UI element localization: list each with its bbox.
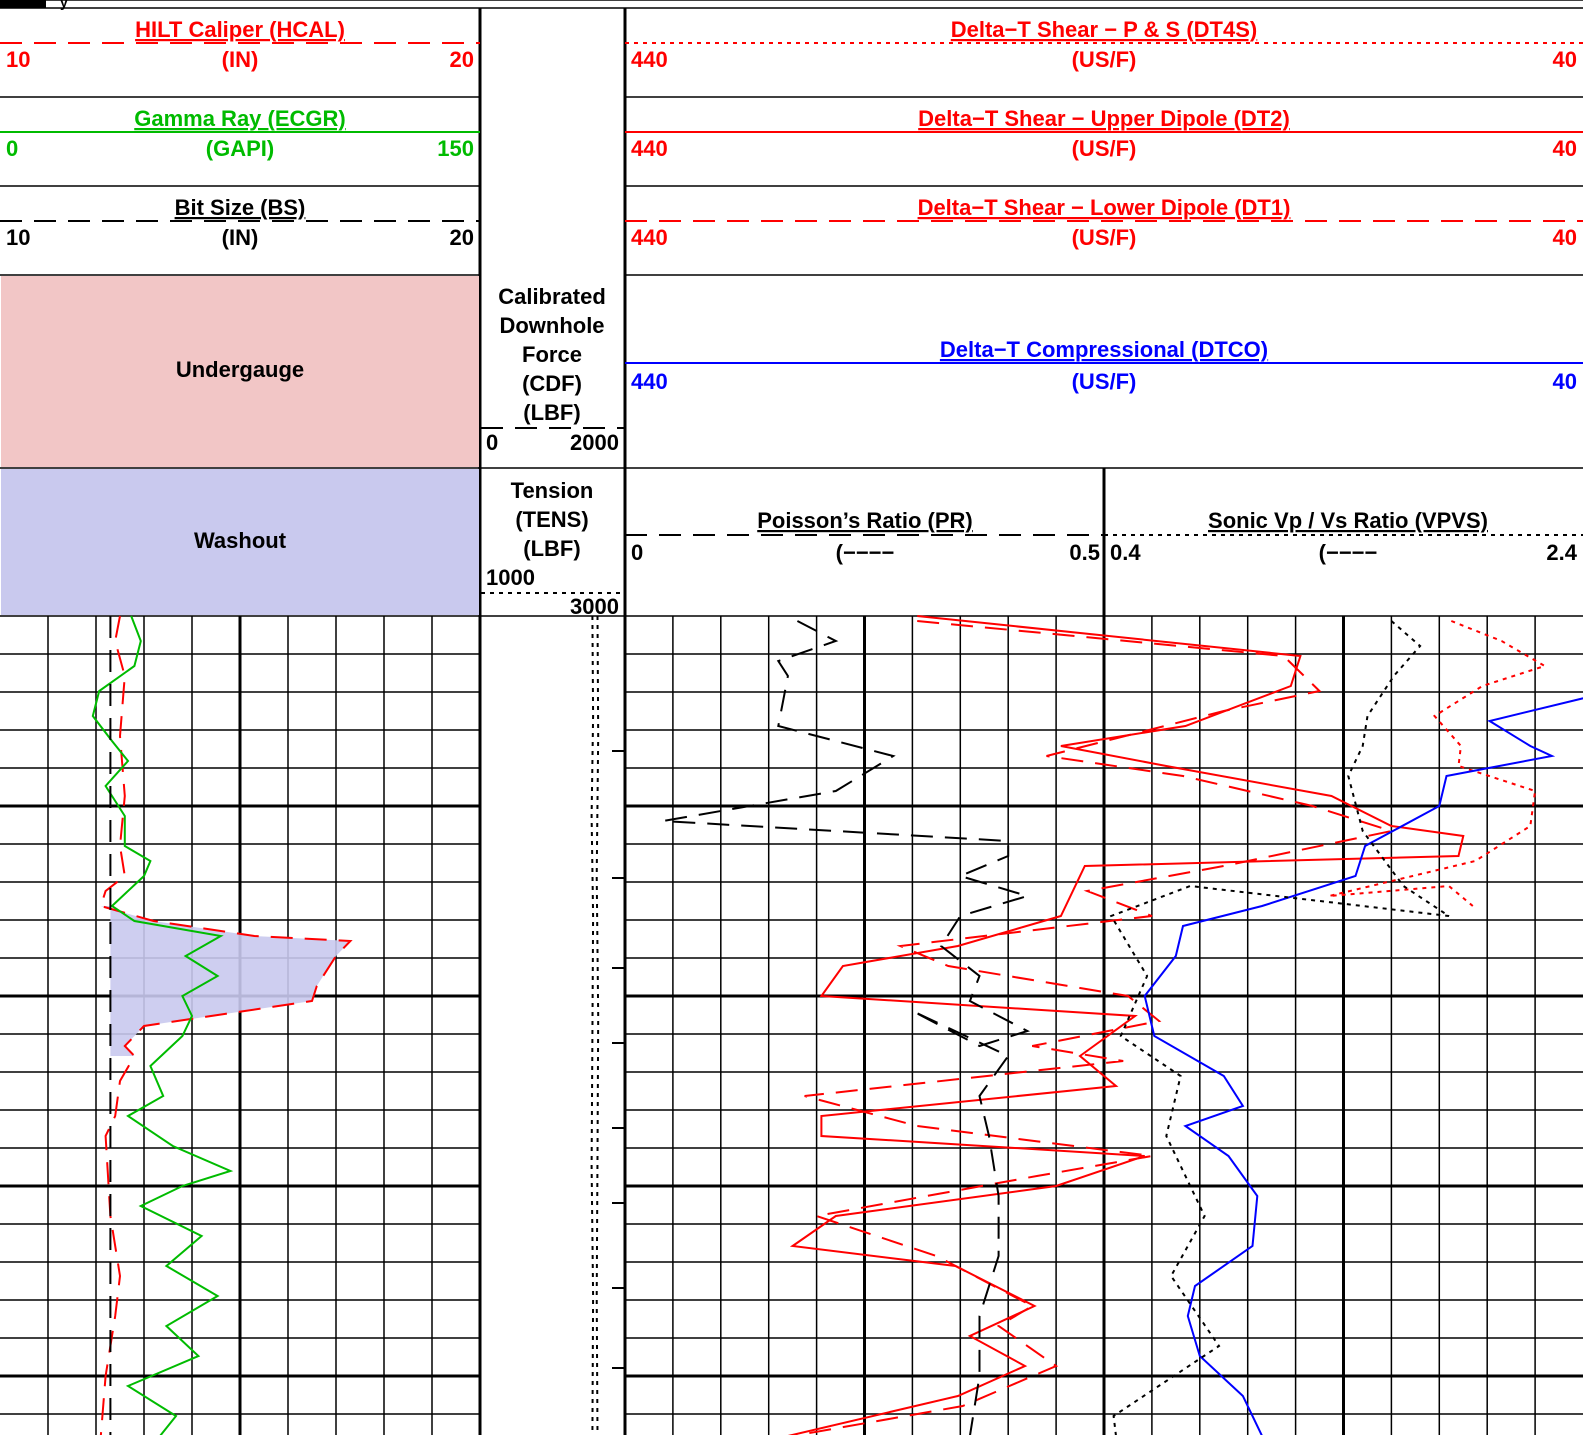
curve-poisson-s-ratio-pr	[663, 620, 1031, 1435]
curve-title: Delta−T Shear − Upper Dipole (DT2)	[918, 106, 1290, 131]
curve-title: HILT Caliper (HCAL)	[135, 17, 345, 42]
pr-scale-max: 0.5	[1069, 540, 1100, 565]
header-tab-marker	[0, 0, 46, 8]
curve-delta-t-compressional-dtco	[1143, 697, 1583, 1435]
curve-scale-max: 40	[1553, 369, 1577, 394]
curve-unit: (US/F)	[1072, 225, 1137, 250]
undergauge-label: Undergauge	[176, 357, 304, 382]
cdf-scale-max: 2000	[570, 430, 619, 455]
curve-title: Delta−T Shear − Lower Dipole (DT1)	[918, 195, 1291, 220]
tens-title-line: (LBF)	[523, 536, 580, 561]
tens-title-line: (TENS)	[515, 507, 588, 532]
curve-delta-t-shear-lower-dipole-dt1	[792, 620, 1396, 1435]
tens-title-line: Tension	[511, 478, 594, 503]
curve-title: Delta−T Shear − P & S (DT4S)	[951, 17, 1257, 42]
curve-unit: (US/F)	[1072, 369, 1137, 394]
curve-tension-tens	[590, 615, 595, 1435]
cdf-title-line: (CDF)	[522, 371, 582, 396]
curve-unit: (US/F)	[1072, 47, 1137, 72]
curve-title-bg	[924, 197, 1284, 219]
curve-title: Bit Size (BS)	[175, 195, 306, 220]
cdf-title-line: (LBF)	[523, 400, 580, 425]
vpvs-scale-min: 0.4	[1110, 540, 1141, 565]
curve-title-bg	[924, 108, 1284, 130]
curve-scale-min: 440	[631, 47, 668, 72]
cdf-scale-min: 0	[486, 430, 498, 455]
curve-scale-max: 40	[1553, 136, 1577, 161]
undergauge-fill-legend	[1, 276, 479, 467]
cdf-title-line: Downhole	[499, 313, 604, 338]
vpvs-unit: (−−−−	[1319, 540, 1378, 565]
curve-scale-min: 0	[6, 136, 18, 161]
curve-scale-max: 20	[450, 47, 474, 72]
pr-title: Poisson’s Ratio (PR)	[757, 508, 973, 533]
curve-unit: (IN)	[222, 225, 259, 250]
curve-unit: (US/F)	[1072, 136, 1137, 161]
curve-sonic-vp-vs-ratio-vpvs	[1109, 620, 1450, 1435]
curve-scale-min: 440	[631, 369, 668, 394]
curve-scale-max: 20	[450, 225, 474, 250]
curve-unit: (GAPI)	[206, 136, 274, 161]
washout-label: Washout	[194, 528, 287, 553]
curve-unit: (IN)	[222, 47, 259, 72]
curve-calibrated-downhole-force-cdf	[595, 615, 600, 1435]
curve-scale-max: 150	[437, 136, 474, 161]
tens-scale-max: 3000	[570, 594, 619, 619]
curve-scale-min: 10	[6, 225, 30, 250]
washout-fill	[100, 906, 351, 1056]
pr-unit: (−−−−	[836, 540, 895, 565]
curve-title-bg	[60, 108, 420, 130]
cdf-title-line: Calibrated	[498, 284, 606, 309]
cdf-title-line: Force	[522, 342, 582, 367]
curve-scale-max: 40	[1553, 47, 1577, 72]
tens-scale-min: 1000	[486, 565, 535, 590]
vpvs-scale-max: 2.4	[1546, 540, 1577, 565]
curve-title: Gamma Ray (ECGR)	[134, 106, 346, 131]
curve-title: Delta−T Compressional (DTCO)	[940, 337, 1268, 362]
curve-scale-min: 440	[631, 136, 668, 161]
pr-scale-min: 0	[631, 540, 643, 565]
vpvs-title: Sonic Vp / Vs Ratio (VPVS)	[1208, 508, 1488, 533]
curve-title-bg	[924, 19, 1284, 41]
curve-scale-min: 440	[631, 225, 668, 250]
curve-scale-min: 10	[6, 47, 30, 72]
curve-scale-max: 40	[1553, 225, 1577, 250]
header-fragment: y	[60, 0, 68, 10]
curve-title-bg	[60, 197, 420, 219]
washout-fill-legend	[1, 469, 479, 615]
curve-title-bg	[60, 19, 420, 41]
curve-gamma-ray-ecgr	[91, 615, 234, 1435]
